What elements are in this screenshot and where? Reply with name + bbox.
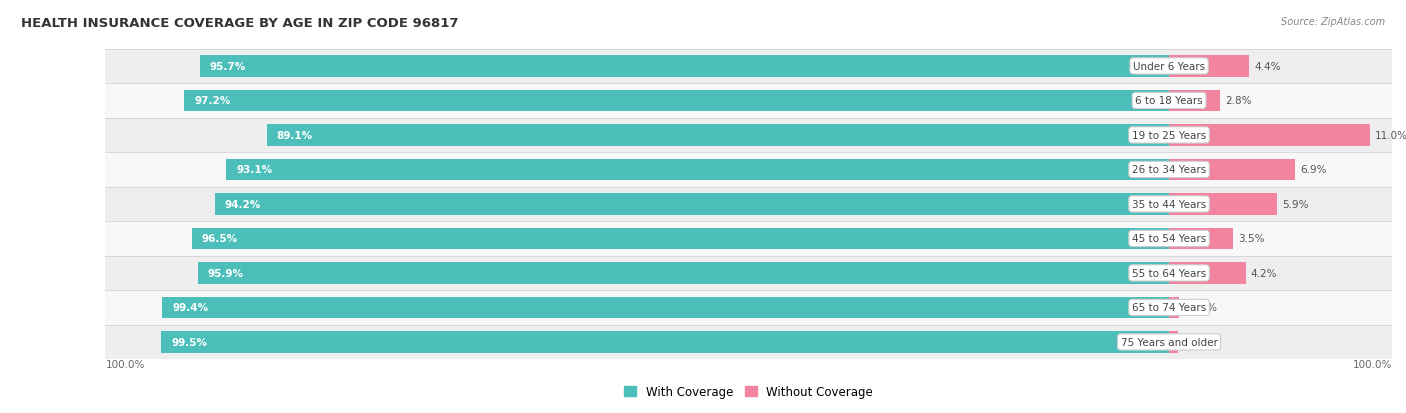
Text: 55 to 64 Years: 55 to 64 Years [1132, 268, 1206, 278]
Text: 97.2%: 97.2% [194, 96, 231, 106]
Bar [105, 153, 1392, 187]
Bar [200, 56, 1168, 78]
Bar [1168, 159, 1295, 181]
Bar [1168, 90, 1220, 112]
Bar [105, 290, 1392, 325]
Text: 94.2%: 94.2% [225, 199, 262, 209]
Bar [105, 222, 1392, 256]
Text: Source: ZipAtlas.com: Source: ZipAtlas.com [1281, 17, 1385, 26]
Text: 6.9%: 6.9% [1301, 165, 1326, 175]
Text: 11.0%: 11.0% [1375, 131, 1406, 140]
Bar [105, 84, 1392, 119]
Bar [162, 331, 1168, 353]
Bar [105, 187, 1392, 222]
Bar [1168, 297, 1180, 318]
Bar [1168, 56, 1250, 78]
Bar [198, 263, 1168, 284]
Text: 96.5%: 96.5% [201, 234, 238, 244]
Text: 89.1%: 89.1% [277, 131, 312, 140]
Bar [105, 119, 1392, 153]
Bar [105, 325, 1392, 359]
Text: 93.1%: 93.1% [236, 165, 273, 175]
Bar [267, 125, 1168, 146]
Text: 0.47%: 0.47% [1182, 337, 1216, 347]
Bar [105, 256, 1392, 290]
Text: 35 to 44 Years: 35 to 44 Years [1132, 199, 1206, 209]
Bar [1168, 125, 1369, 146]
Text: 99.5%: 99.5% [172, 337, 207, 347]
Text: 5.9%: 5.9% [1282, 199, 1308, 209]
Text: 4.4%: 4.4% [1254, 62, 1281, 72]
Text: 99.4%: 99.4% [173, 303, 208, 313]
Bar [184, 90, 1168, 112]
Text: 100.0%: 100.0% [105, 359, 145, 369]
Bar [1168, 263, 1246, 284]
Text: HEALTH INSURANCE COVERAGE BY AGE IN ZIP CODE 96817: HEALTH INSURANCE COVERAGE BY AGE IN ZIP … [21, 17, 458, 29]
Text: 100.0%: 100.0% [1353, 359, 1392, 369]
Bar [215, 194, 1168, 215]
Text: 65 to 74 Years: 65 to 74 Years [1132, 303, 1206, 313]
Bar [226, 159, 1168, 181]
Bar [162, 297, 1168, 318]
Legend: With Coverage, Without Coverage: With Coverage, Without Coverage [620, 381, 877, 403]
Text: 6 to 18 Years: 6 to 18 Years [1135, 96, 1204, 106]
Text: 2.8%: 2.8% [1225, 96, 1251, 106]
Text: 45 to 54 Years: 45 to 54 Years [1132, 234, 1206, 244]
Text: 26 to 34 Years: 26 to 34 Years [1132, 165, 1206, 175]
Bar [1168, 194, 1277, 215]
Text: 95.7%: 95.7% [209, 62, 246, 72]
Bar [191, 228, 1168, 249]
Bar [1168, 331, 1178, 353]
Text: 3.5%: 3.5% [1237, 234, 1264, 244]
Text: Under 6 Years: Under 6 Years [1133, 62, 1205, 72]
Text: 19 to 25 Years: 19 to 25 Years [1132, 131, 1206, 140]
Text: 0.57%: 0.57% [1184, 303, 1218, 313]
Text: 75 Years and older: 75 Years and older [1121, 337, 1218, 347]
Text: 4.2%: 4.2% [1251, 268, 1277, 278]
Text: 95.9%: 95.9% [208, 268, 243, 278]
Bar [1168, 228, 1233, 249]
Bar [105, 50, 1392, 84]
